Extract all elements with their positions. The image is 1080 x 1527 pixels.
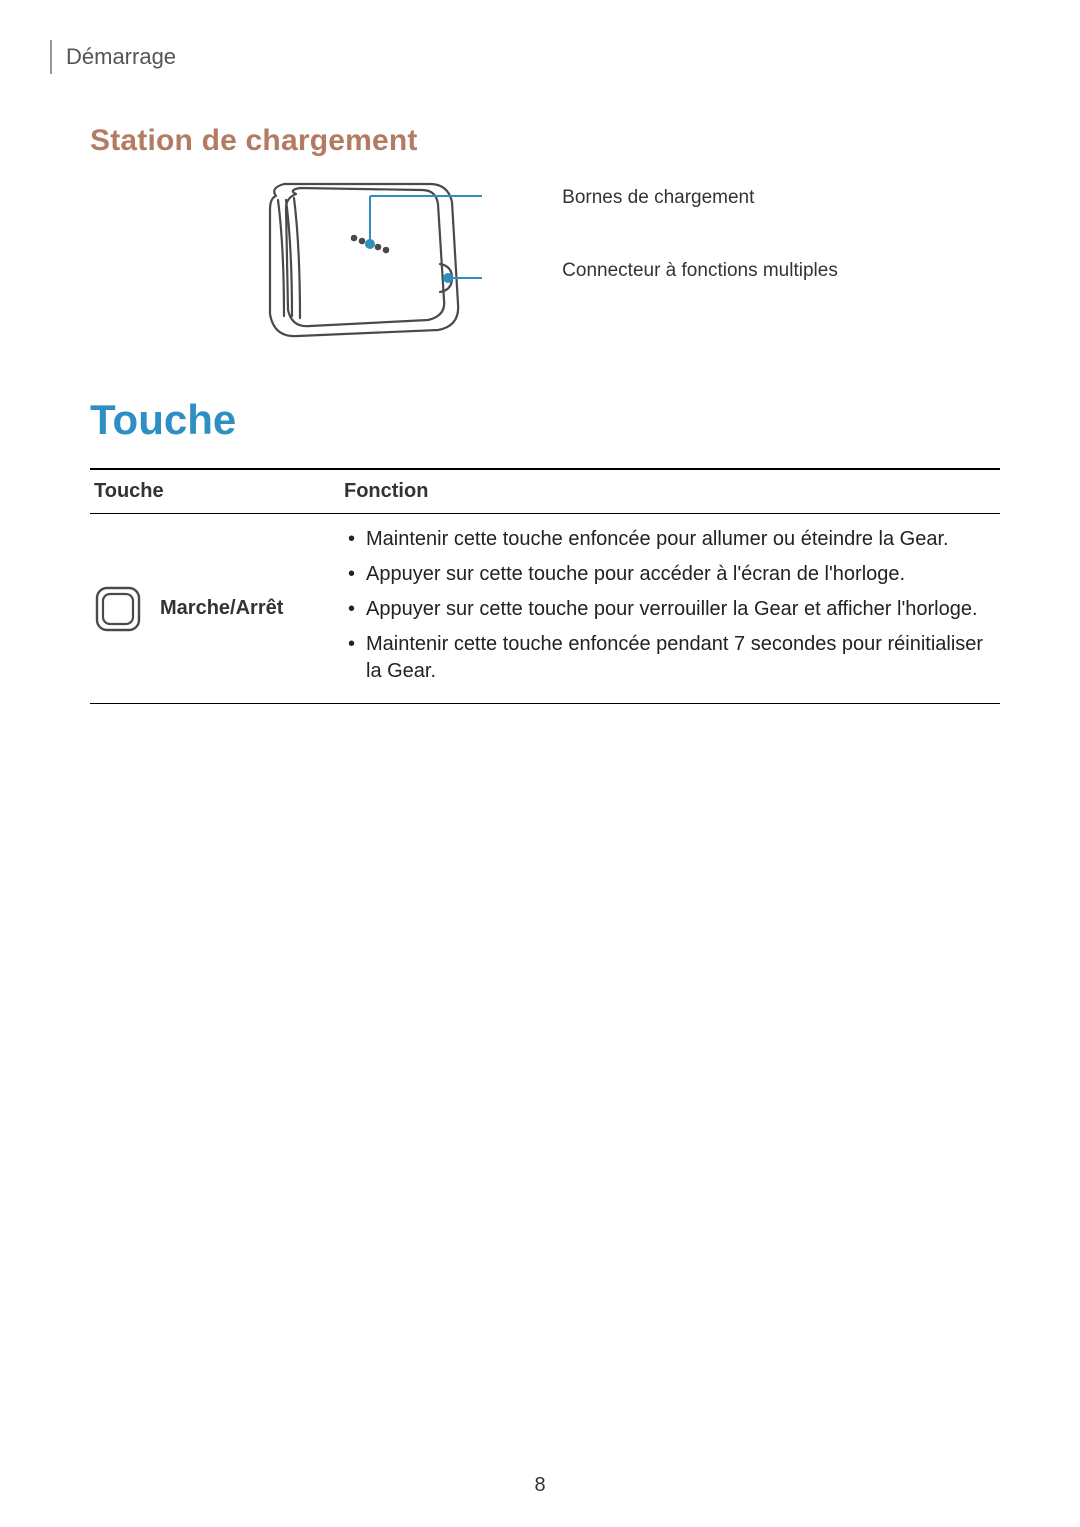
table-key-cell: Marche/Arrêt <box>90 514 340 703</box>
page-number: 8 <box>0 1474 1080 1497</box>
list-item: Appuyer sur cette touche pour accéder à … <box>344 561 996 588</box>
list-item: Maintenir cette touche enfoncée pour all… <box>344 526 996 553</box>
station-subheading: Station de chargement <box>90 124 1000 158</box>
table-row: Marche/Arrêt Maintenir cette touche enfo… <box>90 514 1000 704</box>
function-list: Maintenir cette touche enfoncée pour all… <box>344 526 996 685</box>
table-header-row: Touche Fonction <box>90 468 1000 514</box>
table-key-label: Marche/Arrêt <box>160 597 283 620</box>
station-diagram: Bornes de chargement Connecteur à foncti… <box>90 176 1000 346</box>
list-item: Maintenir cette touche enfoncée pendant … <box>344 631 996 685</box>
callout-multi-connector: Connecteur à fonctions multiples <box>562 259 838 284</box>
header-divider <box>50 40 52 74</box>
power-button-icon <box>94 585 142 633</box>
list-item: Appuyer sur cette touche pour verrouille… <box>344 596 996 623</box>
page-header: Démarrage <box>50 40 1000 74</box>
table-function-cell: Maintenir cette touche enfoncée pour all… <box>340 514 1000 703</box>
breadcrumb: Démarrage <box>66 40 176 70</box>
touche-heading: Touche <box>90 396 1000 444</box>
table-header-function: Fonction <box>340 470 1000 513</box>
touche-table: Touche Fonction Marche/Arrêt Maintenir c… <box>90 468 1000 704</box>
diagram-callouts: Bornes de chargement Connecteur à foncti… <box>482 176 838 283</box>
table-header-key: Touche <box>90 470 340 513</box>
charging-dock-illustration <box>252 176 482 346</box>
callout-charge-terminals: Bornes de chargement <box>562 186 838 211</box>
